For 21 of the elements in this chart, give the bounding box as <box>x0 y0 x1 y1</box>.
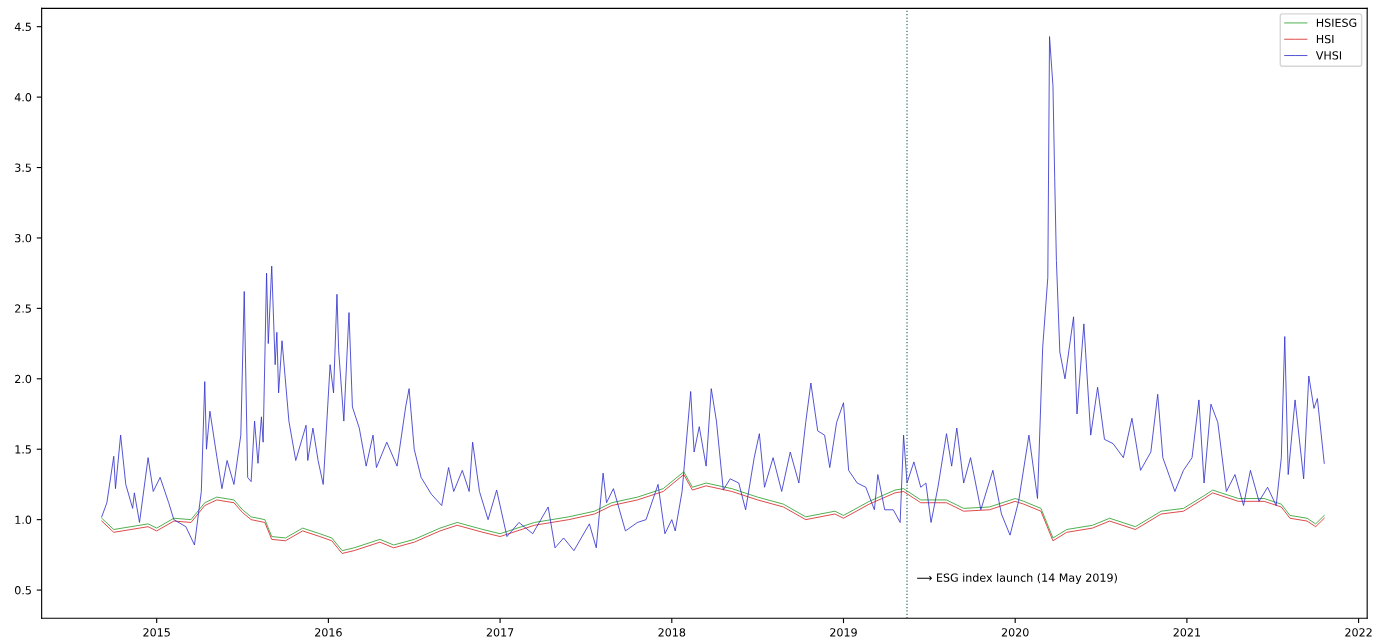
y-tick-label: 3.5 <box>15 163 31 172</box>
x-tick-label: 2016 <box>315 628 342 637</box>
x-tick-label: 2022 <box>1345 628 1372 637</box>
x-tick-label: 2017 <box>486 628 514 637</box>
x-tick-label: 2020 <box>1001 628 1029 637</box>
y-tick-label: 0.5 <box>14 586 31 595</box>
y-tick-label: 4.5 <box>14 22 31 32</box>
x-tick-label: 2021 <box>1173 628 1201 637</box>
y-tick-label: 1.5 <box>15 445 31 454</box>
x-tick-label: 2018 <box>658 628 686 637</box>
legend-label: HSI <box>1316 34 1334 44</box>
legend-label: HSIESG <box>1316 18 1357 27</box>
y-tick-label: 1.0 <box>15 515 32 525</box>
x-tick-label: 2015 <box>143 628 170 637</box>
y-tick-label: 4.0 <box>14 93 32 102</box>
y-tick-label: 2.0 <box>15 374 32 384</box>
x-tick-label: 2019 <box>830 628 857 637</box>
annotation: ⟶ ESG index launch (14 May 2019) <box>917 573 1117 584</box>
y-tick-label: 3.0 <box>15 233 32 243</box>
y-tick-label: 2.5 <box>15 304 31 313</box>
legend-label: VHSI <box>1315 51 1341 60</box>
